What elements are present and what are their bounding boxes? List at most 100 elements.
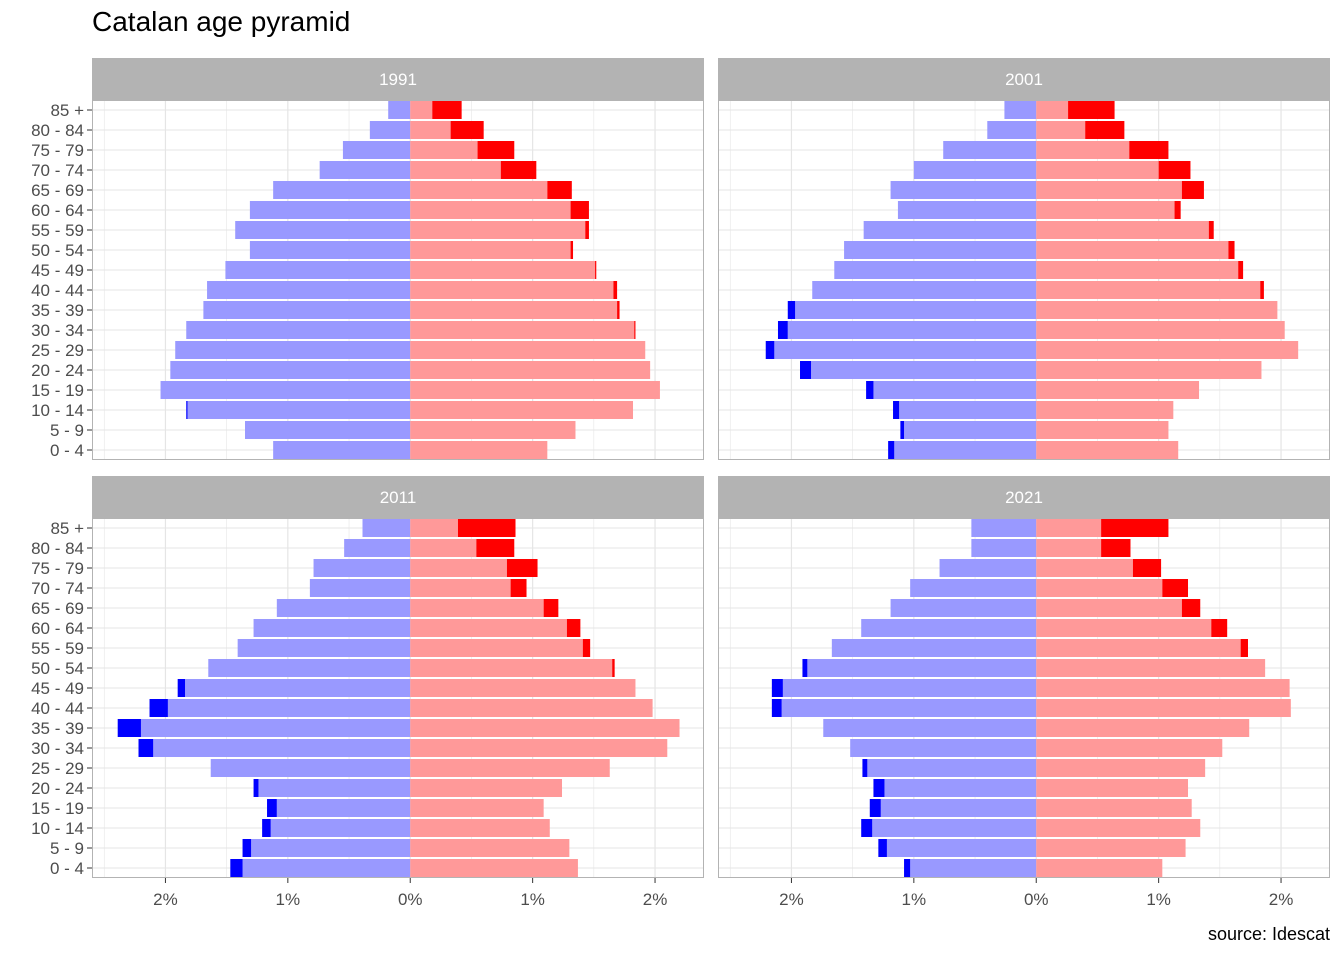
panel-background [718, 518, 1330, 878]
female-bar [410, 141, 478, 159]
male-excess-bar [765, 341, 775, 359]
female-bar [1036, 799, 1192, 817]
male-bar [245, 421, 411, 439]
female-bar [1036, 659, 1266, 677]
female-bar [410, 261, 596, 279]
female-bar [410, 161, 501, 179]
male-bar [899, 401, 1037, 419]
y-tick-label: 85 + [50, 519, 84, 538]
male-bar [884, 779, 1037, 797]
facet-strip-label: 2001 [1005, 70, 1043, 89]
female-bar [1036, 719, 1250, 737]
female-excess-bar [1260, 281, 1264, 299]
male-excess-bar [771, 679, 783, 697]
female-bar [1036, 281, 1261, 299]
female-bar [410, 579, 511, 597]
male-excess-bar [904, 859, 911, 877]
female-bar [410, 121, 451, 139]
facet-strip-label: 2021 [1005, 488, 1043, 507]
male-bar [1004, 101, 1037, 119]
female-excess-bar [1211, 619, 1228, 637]
female-bar [1036, 619, 1212, 637]
male-bar [207, 281, 411, 299]
y-tick-label: 30 - 34 [31, 739, 84, 758]
male-bar [831, 639, 1037, 657]
y-tick-label: 50 - 54 [31, 241, 84, 260]
y-tick-label: 10 - 14 [31, 401, 84, 420]
panel-2001: 2001 [718, 58, 1330, 460]
female-bar [1036, 401, 1174, 419]
female-excess-bar [1101, 519, 1169, 537]
female-excess-bar [500, 161, 537, 179]
female-bar [410, 559, 507, 577]
male-excess-bar [771, 699, 782, 717]
female-bar [1036, 381, 1200, 399]
female-excess-bar [1228, 241, 1235, 259]
female-excess-bar [506, 559, 538, 577]
male-bar [943, 141, 1037, 159]
male-excess-bar [787, 301, 796, 319]
panel-background [718, 100, 1330, 460]
x-tick-label: 0% [1024, 890, 1049, 909]
male-bar [270, 819, 411, 837]
female-bar [410, 699, 653, 717]
male-bar [153, 739, 411, 757]
female-bar [1036, 221, 1209, 239]
male-bar [185, 679, 411, 697]
panel-border [92, 100, 704, 460]
male-excess-bar [138, 739, 154, 757]
female-bar [1036, 639, 1241, 657]
female-bar [1036, 539, 1102, 557]
male-excess-bar [253, 779, 259, 797]
male-bar [249, 241, 411, 259]
female-bar [1036, 121, 1086, 139]
male-bar [273, 181, 411, 199]
male-bar [861, 619, 1037, 637]
y-tick-label: 35 - 39 [31, 301, 84, 320]
female-bar [410, 401, 634, 419]
male-bar [890, 599, 1037, 617]
female-bar [1036, 241, 1229, 259]
male-excess-bar [117, 719, 141, 737]
female-bar [1036, 441, 1179, 459]
female-excess-bar [1181, 181, 1204, 199]
female-excess-bar [1208, 221, 1214, 239]
male-excess-bar [869, 799, 881, 817]
male-bar [235, 221, 411, 239]
female-excess-bar [595, 261, 597, 279]
female-bar [1036, 739, 1223, 757]
chart-title: Catalan age pyramid [92, 6, 351, 37]
male-excess-bar [878, 839, 887, 857]
female-excess-bar [1238, 261, 1244, 279]
female-excess-bar [1085, 121, 1125, 139]
male-bar [187, 401, 411, 419]
female-excess-bar [1181, 599, 1201, 617]
y-tick-label: 30 - 34 [31, 321, 84, 340]
female-bar [1036, 141, 1130, 159]
source-caption: source: Idescat [1207, 924, 1330, 944]
male-excess-bar [267, 799, 277, 817]
male-bar [774, 341, 1037, 359]
panel-border [92, 518, 704, 878]
male-bar [890, 181, 1037, 199]
y-tick-label: 45 - 49 [31, 261, 84, 280]
female-bar [410, 241, 571, 259]
female-bar [410, 519, 458, 537]
panel-background [92, 518, 704, 878]
female-bar [1036, 519, 1102, 537]
male-bar [897, 201, 1037, 219]
male-excess-bar [873, 779, 885, 797]
x-tick-label: 0% [398, 890, 423, 909]
female-excess-bar [1174, 201, 1181, 219]
male-bar [251, 839, 411, 857]
female-bar [410, 441, 548, 459]
male-bar [894, 441, 1037, 459]
male-bar [186, 321, 411, 339]
facet-strip-label: 2011 [380, 488, 417, 507]
y-tick-label: 80 - 84 [31, 539, 84, 558]
female-bar [410, 301, 618, 319]
female-bar [410, 321, 635, 339]
male-bar [344, 539, 411, 557]
y-tick-label: 25 - 29 [31, 759, 84, 778]
